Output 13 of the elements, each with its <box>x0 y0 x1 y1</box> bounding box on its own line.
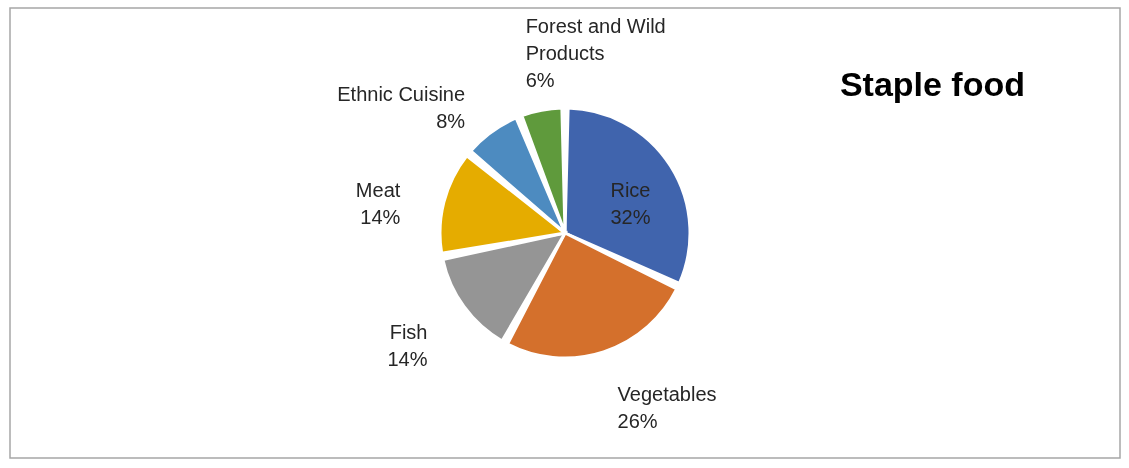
slice-label: Fish <box>389 320 428 343</box>
slice-label: Vegetables <box>617 382 717 405</box>
slice-label: Forest and Wild Products <box>525 14 666 64</box>
slice-label: Ethnic Cuisine <box>337 83 466 106</box>
data-label: 14% <box>360 205 401 228</box>
slice-label: Rice <box>610 179 651 202</box>
text: Staple food <box>839 65 1025 103</box>
data-label: 32% <box>610 206 651 229</box>
slice-label: Meat <box>355 178 401 201</box>
data-label: 26% <box>617 409 658 432</box>
data-label: 8% <box>436 110 466 133</box>
data-label: 6% <box>525 68 555 91</box>
data-label: 14% <box>387 347 428 370</box>
